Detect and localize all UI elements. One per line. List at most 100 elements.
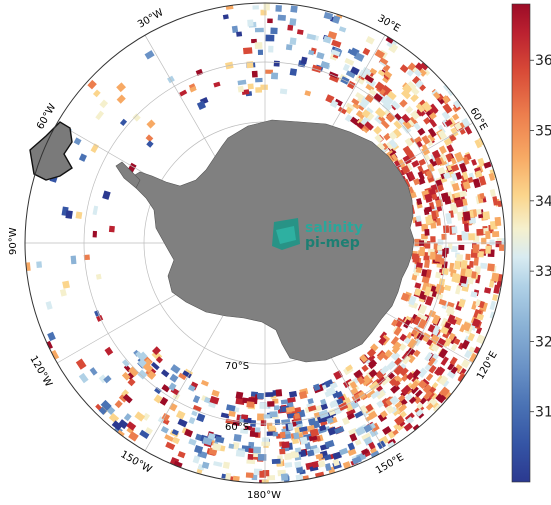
salinity-cell — [492, 294, 498, 301]
salinity-cell — [443, 247, 449, 254]
salinity-cell — [191, 410, 198, 417]
salinity-cell — [472, 178, 481, 189]
salinity-cell — [451, 226, 458, 234]
salinity-cell — [332, 451, 342, 460]
salinity-cell — [47, 331, 56, 342]
salinity-cell — [494, 216, 502, 227]
salinity-cell — [411, 160, 420, 168]
salinity-cell — [392, 429, 399, 436]
salinity-cell — [471, 158, 478, 166]
salinity-cell — [220, 412, 230, 419]
salinity-cell — [465, 253, 471, 261]
salinity-cell — [150, 361, 160, 371]
salinity-cell — [407, 171, 416, 181]
salinity-cell — [464, 125, 473, 135]
salinity-cell — [108, 225, 115, 233]
salinity-cell — [370, 447, 378, 455]
salinity-cell — [326, 417, 334, 424]
salinity-cell — [438, 375, 449, 386]
salinity-cell — [385, 35, 395, 44]
salinity-cell — [331, 39, 342, 48]
salinity-cell — [378, 115, 386, 123]
salinity-cell — [387, 371, 395, 380]
salinity-cell — [249, 430, 259, 438]
salinity-cell — [489, 239, 495, 246]
salinity-cell — [308, 434, 318, 442]
salinity-cell — [431, 314, 441, 325]
salinity-cell — [329, 99, 339, 109]
salinity-cell — [145, 134, 154, 143]
salinity-cell — [452, 113, 460, 121]
salinity-cell — [369, 67, 378, 75]
salinity-cell — [159, 396, 169, 406]
salinity-cell — [178, 372, 187, 381]
salinity-cell — [399, 64, 409, 73]
salinity-cell — [177, 418, 188, 428]
salinity-cell — [423, 116, 431, 125]
salinity-cell — [427, 324, 436, 333]
salinity-cell — [237, 79, 247, 86]
salinity-cell — [405, 105, 414, 114]
salinity-cell — [334, 98, 343, 107]
salinity-cell — [438, 145, 447, 155]
salinity-cell — [226, 404, 236, 412]
salinity-cell — [232, 442, 240, 450]
salinity-cell — [184, 428, 194, 438]
salinity-cell — [401, 123, 412, 134]
salinity-cell — [421, 135, 431, 145]
colorbar-ticks: 36 35 34 33 32 31 — [530, 53, 551, 421]
salinity-cell — [457, 373, 467, 383]
salinity-cell — [406, 372, 415, 381]
salinity-cell — [298, 390, 308, 400]
salinity-cell — [267, 475, 276, 481]
salinity-cell — [152, 346, 161, 356]
salinity-cell — [225, 472, 232, 481]
salinity-cell — [264, 392, 274, 397]
salinity-cell — [284, 453, 292, 461]
salinity-cell — [200, 379, 209, 387]
salinity-cell — [425, 269, 432, 278]
salinity-cell — [346, 408, 356, 417]
salinity-cell — [488, 172, 496, 182]
antarctic-peninsula — [115, 161, 141, 189]
salinity-cell — [417, 367, 428, 379]
salinity-cell — [418, 304, 428, 315]
salinity-cell — [402, 155, 412, 165]
salinity-cell — [195, 68, 204, 76]
salinity-cell — [415, 103, 425, 113]
salinity-cell — [441, 379, 450, 388]
salinity-cell — [419, 62, 429, 71]
salinity-cell — [290, 5, 298, 13]
salinity-cell — [118, 419, 129, 430]
salinity-cell — [402, 119, 412, 130]
colorbar: 36 35 34 33 32 31 — [511, 3, 551, 483]
salinity-cell — [354, 439, 362, 446]
salinity-cell — [460, 268, 467, 278]
salinity-cell — [449, 335, 457, 345]
salinity-cell — [235, 396, 245, 406]
salinity-cell — [142, 362, 154, 373]
salinity-cell — [423, 286, 432, 297]
salinity-cell — [237, 85, 245, 93]
salinity-cell — [203, 396, 212, 404]
salinity-cell — [361, 109, 371, 119]
salinity-cell — [121, 371, 131, 381]
salinity-cell — [187, 384, 196, 392]
salinity-cell — [455, 284, 462, 295]
salinity-cell — [255, 87, 263, 93]
salinity-cell — [338, 447, 349, 456]
salinity-cell — [284, 462, 293, 468]
salinity-cell — [368, 369, 378, 378]
salinity-cell — [437, 394, 447, 404]
salinity-cell — [95, 110, 105, 121]
salinity-cell — [293, 432, 300, 440]
salinity-cell — [434, 366, 443, 376]
salinity-cell — [253, 446, 261, 454]
salinity-cell — [457, 234, 463, 241]
salinity-cell — [300, 56, 308, 65]
salinity-cell — [259, 470, 267, 478]
salinity-cell — [450, 157, 457, 165]
salinity-cell — [459, 275, 468, 284]
salinity-cell — [413, 178, 421, 186]
salinity-cell — [458, 244, 465, 251]
